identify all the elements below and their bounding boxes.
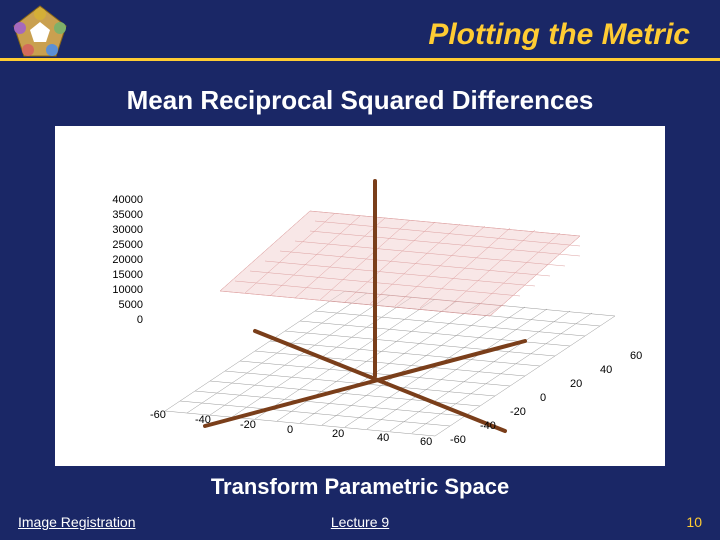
z-tick: 25000 — [97, 239, 143, 251]
y-tick: -60 — [450, 434, 466, 446]
z-tick: 0 — [103, 314, 143, 326]
footer-center-text: Lecture 9 — [331, 514, 389, 530]
y-tick: -40 — [480, 420, 496, 432]
logo-badge — [10, 2, 70, 62]
x-tick: 20 — [332, 428, 344, 440]
slide-header: Plotting the Metric — [0, 0, 720, 65]
x-tick: 60 — [420, 436, 432, 448]
y-tick: -20 — [510, 406, 526, 418]
y-tick: 0 — [540, 392, 546, 404]
chart-title: Mean Reciprocal Squared Differences — [0, 85, 720, 116]
z-tick: 10000 — [97, 284, 143, 296]
x-tick: -60 — [150, 409, 166, 421]
title-underline — [0, 58, 720, 61]
slide-title: Plotting the Metric — [428, 18, 690, 52]
y-tick: 40 — [600, 364, 612, 376]
z-tick: 20000 — [97, 254, 143, 266]
z-tick: 40000 — [97, 194, 143, 206]
slide-number: 10 — [686, 514, 702, 530]
x-tick: 0 — [287, 424, 293, 436]
z-tick: 35000 — [97, 209, 143, 221]
chart-3d-surface: 0 5000 10000 15000 20000 25000 30000 350… — [55, 126, 665, 466]
x-tick: -40 — [195, 414, 211, 426]
x-tick: 40 — [377, 432, 389, 444]
z-tick: 5000 — [103, 299, 143, 311]
y-tick: 20 — [570, 378, 582, 390]
x-tick: -20 — [240, 419, 256, 431]
y-tick: 60 — [630, 350, 642, 362]
z-tick: 30000 — [97, 224, 143, 236]
chart-caption: Transform Parametric Space — [0, 474, 720, 500]
z-tick: 15000 — [97, 269, 143, 281]
footer-left-text: Image Registration — [18, 514, 136, 530]
